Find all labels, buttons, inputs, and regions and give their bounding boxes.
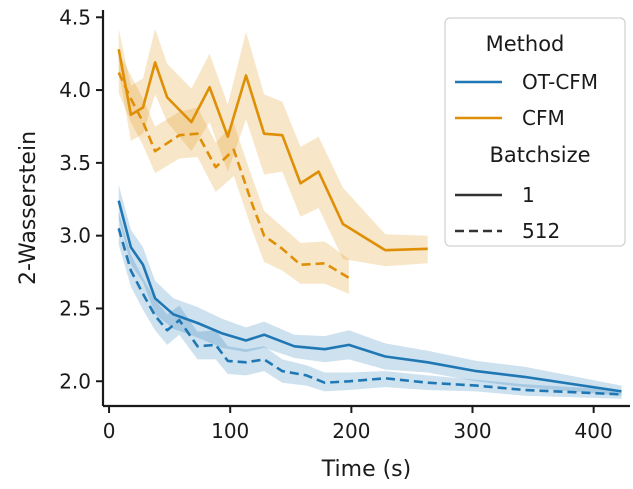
line-ot-cfm-512 [117, 228, 622, 396]
x-ticks: 0 100 200 300 400 [103, 406, 613, 443]
x-axis-label: Time (s) [321, 457, 411, 482]
x-tick-label: 100 [211, 419, 249, 443]
line-cfm-1 [117, 49, 428, 252]
axes: 0 100 200 300 400 2.0 2.5 3.0 3.5 4.0 4.5 [59, 5, 630, 443]
series-lines [117, 49, 622, 396]
band-ot-cfm-1 [118, 184, 622, 396]
line-cfm-512 [117, 72, 350, 280]
band-cfm-512 [118, 52, 349, 294]
y-axis-label: 2-Wasserstein [16, 131, 41, 285]
legend-style-title: Batchsize [489, 143, 590, 167]
line-ot-cfm-1 [117, 200, 622, 393]
y-tick-label: 3.0 [59, 224, 91, 248]
y-tick-label: 3.5 [59, 151, 91, 175]
y-tick-label: 4.5 [59, 5, 91, 29]
legend-batch512-label: 512 [522, 219, 560, 243]
legend-hue-title: Method [486, 32, 565, 56]
legend-box [444, 17, 626, 247]
y-tick-label: 4.0 [59, 78, 91, 102]
legend-batch1-label: 1 [522, 183, 535, 207]
y-tick-label: 2.5 [59, 296, 91, 320]
y-ticks: 2.0 2.5 3.0 3.5 4.0 4.5 [59, 5, 103, 393]
confidence-bands [118, 28, 622, 399]
x-tick-label: 200 [332, 419, 370, 443]
band-cfm-1 [118, 28, 428, 267]
band-ot-cfm-512 [118, 212, 622, 399]
x-tick-label: 400 [575, 419, 613, 443]
x-tick-label: 300 [453, 419, 491, 443]
legend-cfm-label: CFM [522, 106, 565, 130]
x-tick-label: 0 [103, 419, 116, 443]
legend-otcfm-label: OT-CFM [522, 70, 598, 94]
legend: Method OT-CFM CFM Batchsize 1 512 [444, 17, 626, 247]
y-tick-label: 2.0 [59, 369, 91, 393]
